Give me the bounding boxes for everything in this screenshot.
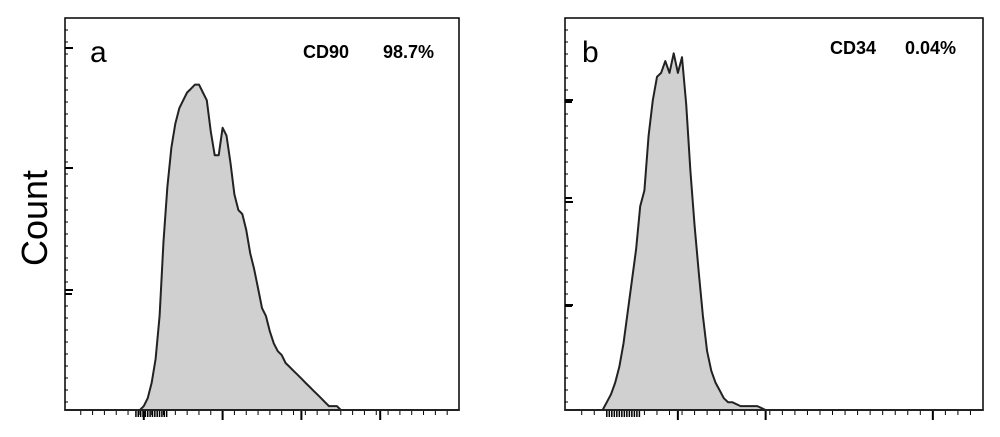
panel-b-percentage: 0.04% — [905, 38, 956, 58]
panel-a: a CD90 98.7% — [64, 17, 460, 420]
panel-b-marker: CD34 — [830, 38, 876, 58]
panel-a-y-ticks — [65, 29, 73, 403]
panel-a-letter: a — [90, 36, 107, 69]
panel-b-letter: b — [582, 36, 599, 69]
y-axis-label: Count — [14, 170, 55, 266]
panel-b-x-ticks — [581, 410, 971, 420]
panel-a-percentage: 98.7% — [383, 42, 434, 62]
panel-b-histogram — [564, 52, 984, 411]
panel-b-y-ticks — [565, 29, 573, 403]
panel-a-histogram — [64, 83, 460, 411]
panel-a-x-ticks — [80, 410, 448, 420]
panel-b: b CD34 0.04% — [564, 17, 984, 420]
panel-a-marker: CD90 — [303, 42, 349, 62]
